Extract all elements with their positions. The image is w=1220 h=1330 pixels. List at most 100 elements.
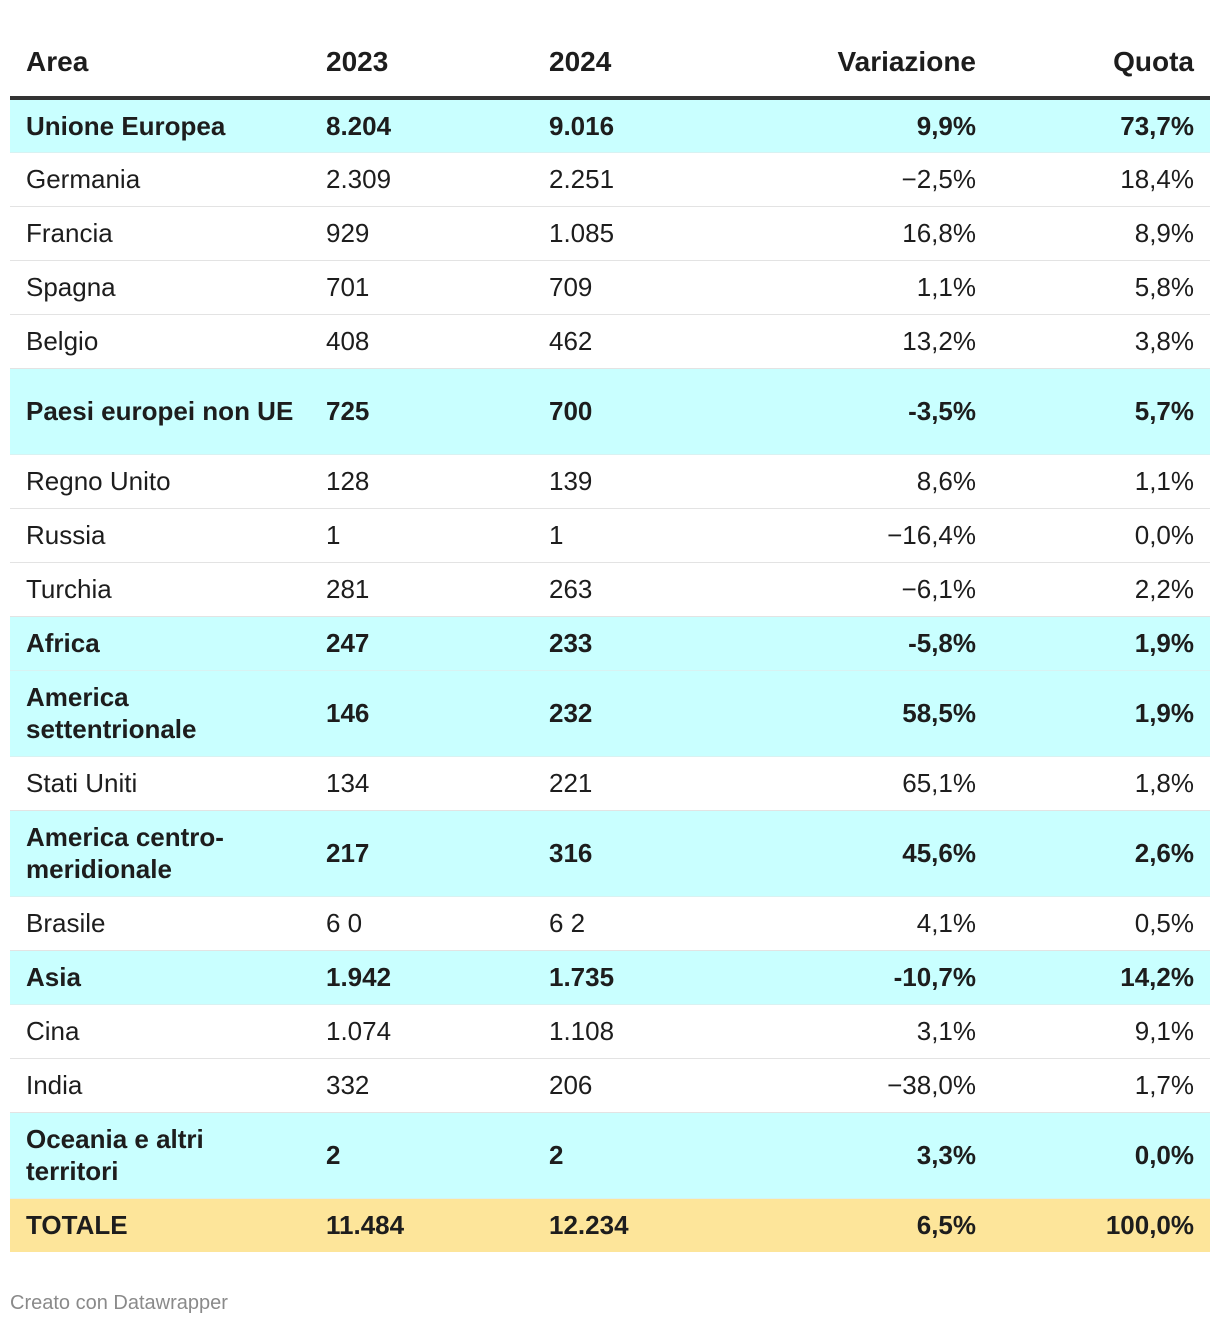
area-cell: Asia xyxy=(10,950,310,1005)
value-2023-cell: 725 xyxy=(310,368,533,455)
variazione-cell: 1,1% xyxy=(753,260,992,315)
variazione-cell: −16,4% xyxy=(753,508,992,563)
quota-cell: 100,0% xyxy=(992,1198,1210,1252)
variazione-cell: −6,1% xyxy=(753,562,992,617)
value-2023-cell: 408 xyxy=(310,314,533,369)
area-cell: Spagna xyxy=(10,260,310,315)
quota-cell: 8,9% xyxy=(992,206,1210,261)
area-cell: Germania xyxy=(10,152,310,207)
variazione-cell: -5,8% xyxy=(753,616,992,671)
area-cell: Cina xyxy=(10,1004,310,1059)
table-row: Belgio 408 462 13,2% 3,8% xyxy=(10,314,1210,369)
value-2024-cell: 2.251 xyxy=(533,152,753,207)
variazione-cell: −2,5% xyxy=(753,152,992,207)
quota-cell: 2,6% xyxy=(992,810,1210,897)
quota-cell: 1,1% xyxy=(992,454,1210,509)
value-2023-cell: 217 xyxy=(310,810,533,897)
variazione-cell: 4,1% xyxy=(753,896,992,951)
area-cell: India xyxy=(10,1058,310,1113)
value-2024-cell: 1.085 xyxy=(533,206,753,261)
value-2023-cell: 8.204 xyxy=(310,98,533,153)
value-2024-cell: 462 xyxy=(533,314,753,369)
variazione-cell: 6,5% xyxy=(753,1198,992,1252)
table-body: Unione Europea 8.204 9.016 9,9% 73,7% Germani… xyxy=(10,98,1210,1252)
header-2024: 2024 xyxy=(533,0,753,100)
value-2023-cell: 128 xyxy=(310,454,533,509)
variazione-cell: 9,9% xyxy=(753,98,992,153)
variazione-cell: 45,6% xyxy=(753,810,992,897)
area-cell: Unione Europea xyxy=(10,98,310,153)
area-cell: Stati Uniti xyxy=(10,756,310,811)
data-table: Area 2023 2024 Variazione Quota Unione E… xyxy=(10,0,1210,1252)
value-2023-cell: 281 xyxy=(310,562,533,617)
variazione-cell: −38,0% xyxy=(753,1058,992,1113)
value-2024-cell: 206 xyxy=(533,1058,753,1113)
value-2024-cell: 9.016 xyxy=(533,98,753,153)
value-2023-cell: 247 xyxy=(310,616,533,671)
quota-cell: 2,2% xyxy=(992,562,1210,617)
quota-cell: 0,0% xyxy=(992,1112,1210,1199)
value-2023-cell: 1.074 xyxy=(310,1004,533,1059)
value-2024-cell: 1.735 xyxy=(533,950,753,1005)
value-2023-cell: 2.309 xyxy=(310,152,533,207)
value-2023-cell: 134 xyxy=(310,756,533,811)
quota-cell: 1,8% xyxy=(992,756,1210,811)
header-variazione: Variazione xyxy=(753,0,992,100)
quota-cell: 0,0% xyxy=(992,508,1210,563)
value-2023-cell: 6 0 xyxy=(310,896,533,951)
value-2023-cell: 332 xyxy=(310,1058,533,1113)
area-cell: Belgio xyxy=(10,314,310,369)
value-2024-cell: 232 xyxy=(533,670,753,757)
value-2023-cell: 1.942 xyxy=(310,950,533,1005)
area-cell: Paesi europei non UE xyxy=(10,368,310,455)
credit-footer: Creato con Datawrapper xyxy=(10,1292,228,1314)
value-2024-cell: 1 xyxy=(533,508,753,563)
table-row: Regno Unito 128 139 8,6% 1,1% xyxy=(10,454,1210,509)
data-table-container: Area 2023 2024 Variazione Quota Unione E… xyxy=(10,0,1210,1252)
area-cell: America centro-meridionale xyxy=(10,810,310,897)
variazione-cell: -3,5% xyxy=(753,368,992,455)
value-2023-cell: 2 xyxy=(310,1112,533,1199)
quota-cell: 73,7% xyxy=(992,98,1210,153)
value-2023-cell: 146 xyxy=(310,670,533,757)
group-row: Paesi europei non UE 725 700 -3,5% 5,7% xyxy=(10,368,1210,455)
value-2023-cell: 929 xyxy=(310,206,533,261)
quota-cell: 1,7% xyxy=(992,1058,1210,1113)
area-cell: TOTALE xyxy=(10,1198,310,1252)
value-2024-cell: 139 xyxy=(533,454,753,509)
quota-cell: 1,9% xyxy=(992,616,1210,671)
total-row: TOTALE 11.484 12.234 6,5% 100,0% xyxy=(10,1198,1210,1252)
quota-cell: 1,9% xyxy=(992,670,1210,757)
group-row: Oceania e altri territori 2 2 3,3% 0,0% xyxy=(10,1112,1210,1199)
area-cell: Turchia xyxy=(10,562,310,617)
quota-cell: 18,4% xyxy=(992,152,1210,207)
value-2024-cell: 709 xyxy=(533,260,753,315)
table-row: Spagna 701 709 1,1% 5,8% xyxy=(10,260,1210,315)
header-area: Area xyxy=(10,0,310,100)
value-2024-cell: 233 xyxy=(533,616,753,671)
header-row: Area 2023 2024 Variazione Quota xyxy=(10,0,1210,100)
variazione-cell: 13,2% xyxy=(753,314,992,369)
value-2023-cell: 11.484 xyxy=(310,1198,533,1252)
value-2024-cell: 1.108 xyxy=(533,1004,753,1059)
header-quota: Quota xyxy=(992,0,1210,100)
variazione-cell: -10,7% xyxy=(753,950,992,1005)
group-row: Asia 1.942 1.735 -10,7% 14,2% xyxy=(10,950,1210,1005)
group-row: Unione Europea 8.204 9.016 9,9% 73,7% xyxy=(10,98,1210,153)
area-cell: Francia xyxy=(10,206,310,261)
table-row: Francia 929 1.085 16,8% 8,9% xyxy=(10,206,1210,261)
header-2023: 2023 xyxy=(310,0,533,100)
quota-cell: 5,7% xyxy=(992,368,1210,455)
group-row: Africa 247 233 -5,8% 1,9% xyxy=(10,616,1210,671)
table-row: Germania 2.309 2.251 −2,5% 18,4% xyxy=(10,152,1210,207)
area-cell: Regno Unito xyxy=(10,454,310,509)
value-2024-cell: 316 xyxy=(533,810,753,897)
value-2024-cell: 2 xyxy=(533,1112,753,1199)
group-row: America centro-meridionale 217 316 45,6% 2,6… xyxy=(10,810,1210,897)
value-2024-cell: 12.234 xyxy=(533,1198,753,1252)
variazione-cell: 3,3% xyxy=(753,1112,992,1199)
value-2024-cell: 263 xyxy=(533,562,753,617)
value-2023-cell: 1 xyxy=(310,508,533,563)
value-2024-cell: 221 xyxy=(533,756,753,811)
